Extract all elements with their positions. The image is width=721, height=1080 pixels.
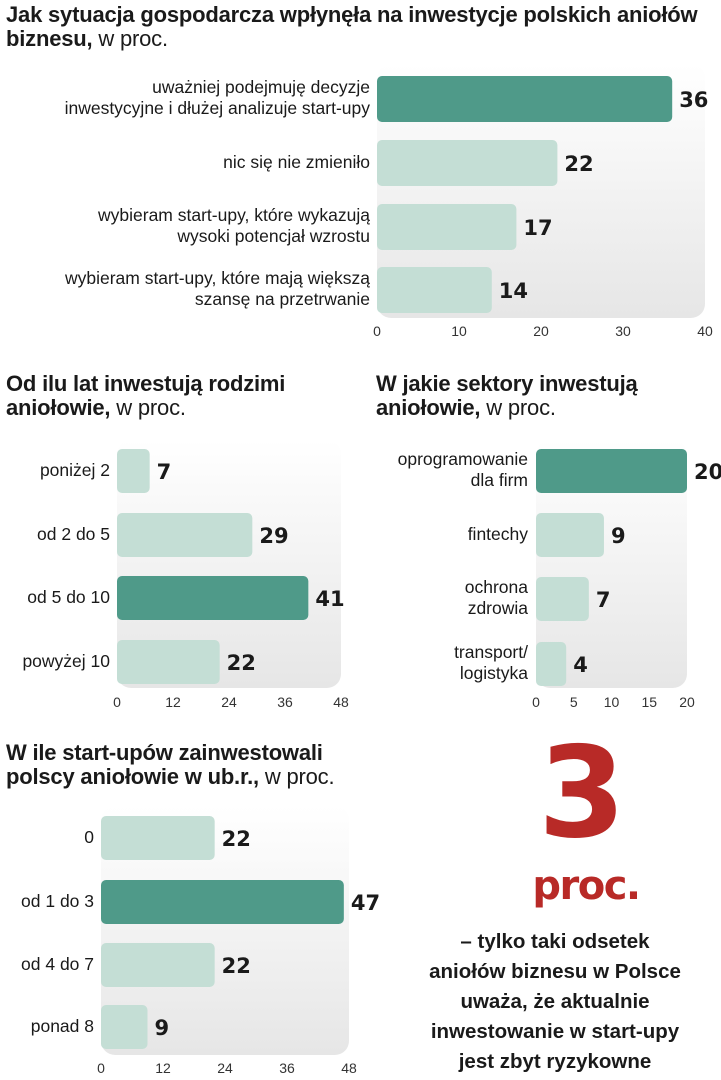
x-tick-label: 20 [533, 323, 549, 339]
bar-value-label: 14 [499, 279, 528, 303]
chart-2: 7 29 41 22 0 12 24 36 48 poniżej 2 od 2 do 5 od 5 d… [0, 0, 370, 720]
x-tick-label: 10 [451, 323, 467, 339]
plot-background [536, 440, 687, 688]
x-tick-label: 36 [279, 1060, 295, 1076]
chart-2-title: Od ilu lat inwestują rodzimi aniołowie, … [6, 372, 336, 420]
x-tick-label: 5 [570, 694, 578, 710]
bar-value-label: 36 [679, 88, 708, 112]
bar-value-label: 7 [596, 588, 611, 612]
category-label: ponad 8 [30, 1015, 94, 1036]
plot-background [101, 806, 349, 1055]
plot-background [377, 64, 705, 318]
bar-value-label: 22 [564, 152, 593, 176]
bar-value-label: 17 [523, 216, 552, 240]
chart-1: 36 22 17 14 0 10 20 30 40 uważniej podejmuję decy… [0, 0, 721, 350]
category-label: powyżej 10 [22, 650, 110, 671]
x-tick-label: 48 [333, 694, 349, 710]
chart-4: 22 47 22 9 0 12 24 36 48 0 od 1 do 3 od 4 do 7 ponad… [21, 806, 380, 1076]
category-label: poniżej 2 [39, 459, 110, 480]
x-tick-label: 20 [679, 694, 695, 710]
bar [117, 640, 220, 684]
bar-value-label: 22 [222, 954, 251, 978]
bar [536, 642, 567, 686]
bar [536, 449, 687, 493]
category-label: transport/ logistyka [454, 642, 528, 683]
chart-4-title-text: W ile start-upów zainwestowali polscy an… [6, 740, 323, 789]
bar-value-label: 41 [315, 587, 344, 611]
x-tick-label: 0 [113, 694, 121, 710]
chart-3: 20 9 7 4 0 5 10 15 20 oprogramowanie dla firm fint… [397, 440, 721, 710]
bar-value-label: 4 [573, 653, 588, 677]
bar [536, 513, 604, 557]
category-label: fintechy [467, 523, 528, 544]
bar-value-label: 7 [157, 460, 172, 484]
chart-1-unit: w proc. [98, 26, 168, 51]
category-label: wybieram start-upy, które mają większą s… [64, 268, 370, 309]
chart-2-unit: w proc. [116, 395, 186, 420]
bar [101, 880, 344, 924]
category-label: od 4 do 7 [21, 953, 94, 974]
bar [101, 943, 215, 987]
bar [117, 513, 253, 557]
chart-2-svg: 7 29 41 22 0 12 24 36 48 [113, 440, 349, 710]
category-label: nic się nie zmieniło [223, 151, 370, 172]
chart-4-title: W ile start-upów zainwestowali polscy an… [6, 741, 386, 789]
x-tick-label: 12 [155, 1060, 171, 1076]
chart-3-svg: 20 9 7 4 0 5 10 15 20 [532, 440, 721, 710]
bar-value-label: 22 [222, 827, 251, 851]
category-label: ochrona zdrowia [464, 577, 528, 618]
x-tick-label: 36 [277, 694, 293, 710]
x-tick-label: 0 [532, 694, 540, 710]
callout-number: 3 [538, 719, 626, 866]
chart-3-unit: w proc. [486, 395, 556, 420]
callout-text: – tylko taki odsetek aniołów biznesu w P… [429, 930, 681, 1073]
x-tick-label: 12 [165, 694, 181, 710]
chart-1-title-text: Jak sytuacja gospodarcza wpłynęła na inw… [6, 2, 698, 51]
bar [377, 267, 492, 313]
x-tick-label: 30 [615, 323, 631, 339]
chart-3-title-text: W jakie sektory inwestują aniołowie, [376, 371, 638, 420]
category-label: oprogramowanie dla firm [397, 449, 528, 490]
chart-1-title: Jak sytuacja gospodarcza wpłynęła na inw… [6, 3, 718, 51]
category-label: wybieram start-upy, które wykazują wysok… [98, 205, 370, 246]
bar [117, 449, 150, 493]
chart-4-unit: w proc. [264, 764, 335, 789]
bar-value-label: 20 [694, 460, 721, 484]
x-tick-label: 0 [97, 1060, 105, 1076]
chart-4-svg: 22 47 22 9 0 12 24 36 48 [97, 806, 380, 1076]
category-label: od 2 do 5 [37, 523, 110, 544]
chart-2-title-text: Od ilu lat inwestują rodzimi aniołowie, [6, 371, 286, 420]
x-tick-label: 0 [373, 323, 381, 339]
chart-1-svg: 36 22 17 14 0 10 20 30 40 [373, 64, 713, 339]
x-tick-label: 48 [341, 1060, 357, 1076]
bar-value-label: 22 [227, 651, 256, 675]
category-label: uważniej podejmuję decyzje inwestycyjne … [64, 77, 370, 118]
bar [536, 577, 589, 621]
bar [377, 204, 517, 250]
bar [377, 76, 673, 122]
bar [377, 140, 558, 186]
bar [101, 1005, 148, 1049]
bar-value-label: 29 [259, 524, 288, 548]
x-tick-label: 40 [697, 323, 713, 339]
bar-value-label: 9 [155, 1016, 170, 1040]
x-tick-label: 15 [641, 694, 657, 710]
x-tick-label: 24 [221, 694, 237, 710]
category-label: od 1 do 3 [21, 890, 94, 911]
x-tick-label: 10 [604, 694, 620, 710]
category-label: od 5 do 10 [27, 586, 110, 607]
bar-value-label: 9 [611, 524, 626, 548]
callout-unit: proc. [532, 863, 641, 909]
category-label: 0 [84, 826, 94, 847]
bar [101, 816, 215, 860]
bar [117, 576, 309, 620]
bar-value-label: 47 [351, 891, 380, 915]
x-tick-label: 24 [217, 1060, 233, 1076]
plot-background [117, 440, 341, 688]
chart-3-title: W jakie sektory inwestują aniołowie, w p… [376, 372, 706, 420]
